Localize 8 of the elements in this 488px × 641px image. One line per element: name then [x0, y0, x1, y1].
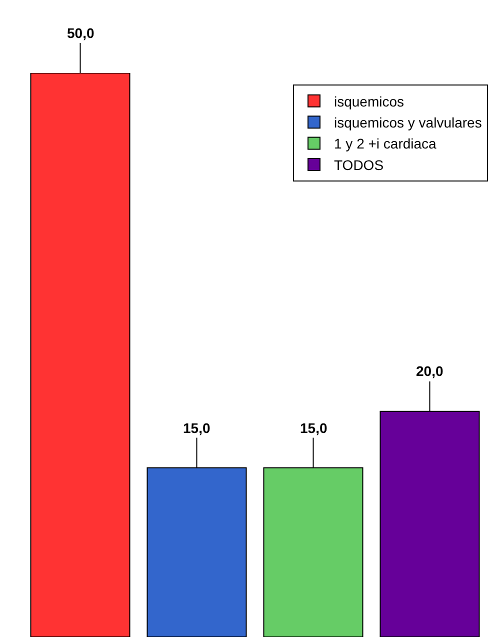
- data-label: 50,0: [67, 25, 94, 41]
- data-label: 15,0: [300, 420, 328, 436]
- data-label: 20,0: [416, 363, 444, 379]
- legend-label: 1 y 2 +i cardiaca: [334, 136, 437, 152]
- legend-label: isquemicos y valvulares: [334, 114, 482, 131]
- legend-label: TODOS: [334, 156, 384, 173]
- data-label: 15,0: [183, 420, 210, 436]
- legend-label: isquemicos: [334, 93, 404, 110]
